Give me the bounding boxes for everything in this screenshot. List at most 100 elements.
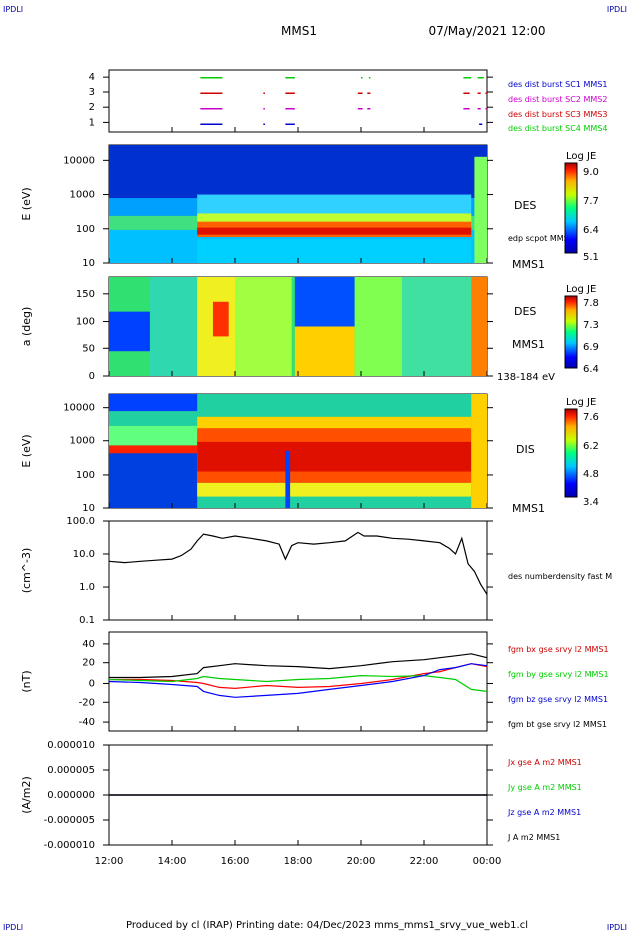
- colorbar-des-energy-tick: 7.7: [583, 196, 599, 207]
- spectrogram-band: [294, 277, 355, 327]
- des-pitch-spectrogram: [109, 277, 487, 376]
- y-tick-label: 1000: [70, 190, 95, 201]
- corner-label-bottom-left: IPDLI: [3, 923, 23, 932]
- spectrogram-band: [109, 145, 487, 199]
- y-tick-label: -0.000010: [44, 840, 95, 851]
- y-tick-label: 10000: [63, 155, 95, 166]
- x-tick-label: 14:00: [158, 856, 187, 867]
- des-pitch-bottom-label: 138-184 eV: [497, 372, 555, 383]
- des-energy-sublabel: edp scpot MMS1: [508, 234, 574, 243]
- legend-burst-sc2: des dist burst SC2 MMS2: [508, 95, 607, 104]
- burst-segments: [200, 77, 487, 125]
- series-line: [109, 653, 488, 679]
- x-tick-label: 12:00: [95, 856, 124, 867]
- colorbar-dis-energy-tick: 4.8: [583, 469, 599, 480]
- spectrogram-band: [109, 425, 198, 446]
- panel-density-frame: [108, 520, 488, 621]
- legend-j: J A m2 MMS1: [507, 833, 560, 842]
- spectrogram-band: [109, 451, 198, 508]
- colorbar-des-pitch: Log JE 7.8 7.3 6.9 6.4: [564, 284, 599, 375]
- legend-fgm-bx: fgm bx gse srvy l2 MMS1: [508, 645, 609, 654]
- y-tick-label: 40: [82, 639, 95, 650]
- colorbar-des-pitch-tick: 7.3: [583, 320, 599, 331]
- spectrogram-band: [197, 194, 472, 214]
- footer-text: Produced by cl (IRAP) Printing date: 04/…: [126, 920, 528, 931]
- colorbar-dis-energy: Log JE 7.6 6.2 4.8 3.4: [564, 397, 599, 508]
- des-energy-label: DES: [514, 199, 536, 212]
- spectrogram-band: [197, 239, 472, 263]
- x-tick-label: 22:00: [410, 856, 439, 867]
- y-tick-label: 0.000005: [47, 765, 95, 776]
- spectrogram-band: [197, 227, 472, 235]
- y-tick-label: 100: [76, 470, 95, 481]
- spectrogram-band: [401, 277, 472, 376]
- legend-fgm-by: fgm by gse srvy l2 MMS1: [508, 670, 609, 679]
- y-axis-label: (A/m2): [20, 776, 33, 814]
- colorbar-des-pitch-tick: 7.8: [583, 298, 599, 309]
- y-tick-label: 10: [82, 258, 95, 269]
- corner-label-bottom-right: IPDLI: [607, 923, 627, 932]
- legend-jz: Jz gse A m2 MMS1: [507, 808, 581, 817]
- spectrogram-band: [235, 277, 292, 376]
- y-tick-label: 10.0: [73, 549, 95, 560]
- des-energy-spectrogram: [109, 145, 487, 263]
- page-title: MMS1: [281, 24, 317, 38]
- y-tick-label: 100.0: [66, 516, 95, 527]
- series-line: [108, 663, 488, 698]
- y-tick-label: 50: [82, 343, 95, 354]
- y-axis-label: E (eV): [20, 434, 33, 467]
- y-axis-label: (nT): [20, 670, 33, 692]
- y-axis-label: (cm^-3): [20, 548, 33, 594]
- colorbar-dis-energy-tick: 7.6: [583, 412, 599, 423]
- x-tick-label: 16:00: [221, 856, 250, 867]
- legend-fgm-bz: fgm bz gse srvy l2 MMS1: [508, 695, 608, 704]
- x-tick-label: 18:00: [284, 856, 313, 867]
- plot-datetime: 07/May/2021 12:00: [428, 24, 545, 38]
- burst-legend: des dist burst SC1 MMS1 des dist burst S…: [508, 80, 607, 133]
- y-axis-labels: E (eV) a (deg) E (eV) (cm^-3) (nT) (A/m2): [20, 187, 33, 813]
- dis-energy-spectrogram: [109, 394, 487, 508]
- colorbar-des-pitch-gradient: [564, 295, 578, 369]
- spectrogram-band: [149, 277, 198, 376]
- legend-jy: Jy gse A m2 MMS1: [507, 783, 582, 792]
- y-axis-ticks: 4321100001000100101501005001000010001001…: [44, 72, 493, 851]
- colorbar-des-energy-title: Log JE: [566, 151, 596, 162]
- fgm-traces: [108, 653, 488, 698]
- y-tick-label: 0: [89, 678, 95, 689]
- spectrogram-band: [197, 213, 472, 226]
- dis-energy-label: DIS: [516, 443, 535, 456]
- spectrogram-band: [109, 445, 198, 454]
- colorbar-dis-energy-title: Log JE: [566, 397, 596, 408]
- current-legend: Jx gse A m2 MMS1 Jy gse A m2 MMS1 Jz gse…: [507, 758, 582, 842]
- colorbar-dis-energy-tick: 6.2: [583, 441, 599, 452]
- spectrogram-band: [212, 301, 229, 337]
- spectrogram-band: [109, 394, 198, 412]
- y-tick-label: 3: [89, 87, 95, 98]
- legend-jx: Jx gse A m2 MMS1: [507, 758, 582, 767]
- des-pitch-sublabel: MMS1: [512, 338, 545, 351]
- series-line: [108, 674, 488, 692]
- y-tick-label: 0.000000: [47, 790, 95, 801]
- dis-energy-bottom-label: MMS1: [512, 502, 545, 515]
- series-line: [108, 531, 488, 595]
- spectrogram-band: [197, 416, 472, 431]
- legend-fgm-bt: fgm bt gse srvy l2 MMS1: [508, 720, 607, 729]
- series-line: [109, 663, 488, 690]
- spectrogram-band: [285, 451, 291, 508]
- x-axis-ticks: 12:00 14:00 16:00 18:00 20:00 22:00 00:00: [95, 127, 501, 867]
- corner-label-top-left: IPDLI: [3, 5, 23, 14]
- spectrogram-band: [474, 156, 487, 263]
- legend-burst-sc4: des dist burst SC4 MMS4: [508, 124, 607, 133]
- fgm-legend: fgm bx gse srvy l2 MMS1 fgm by gse srvy …: [508, 645, 609, 729]
- y-tick-label: 0.000010: [47, 740, 95, 751]
- spectrogram-band: [354, 277, 402, 376]
- y-tick-label: 10000: [63, 403, 95, 414]
- colorbar-dis-energy-tick: 3.4: [583, 497, 599, 508]
- spectrogram-band: [197, 482, 472, 497]
- colorbar-des-energy-tick: 5.1: [583, 252, 599, 263]
- colorbar-dis-energy-gradient: [564, 408, 578, 498]
- corner-label-top-right: IPDLI: [607, 5, 627, 14]
- x-tick-label: 20:00: [347, 856, 376, 867]
- y-tick-label: 100: [76, 317, 95, 328]
